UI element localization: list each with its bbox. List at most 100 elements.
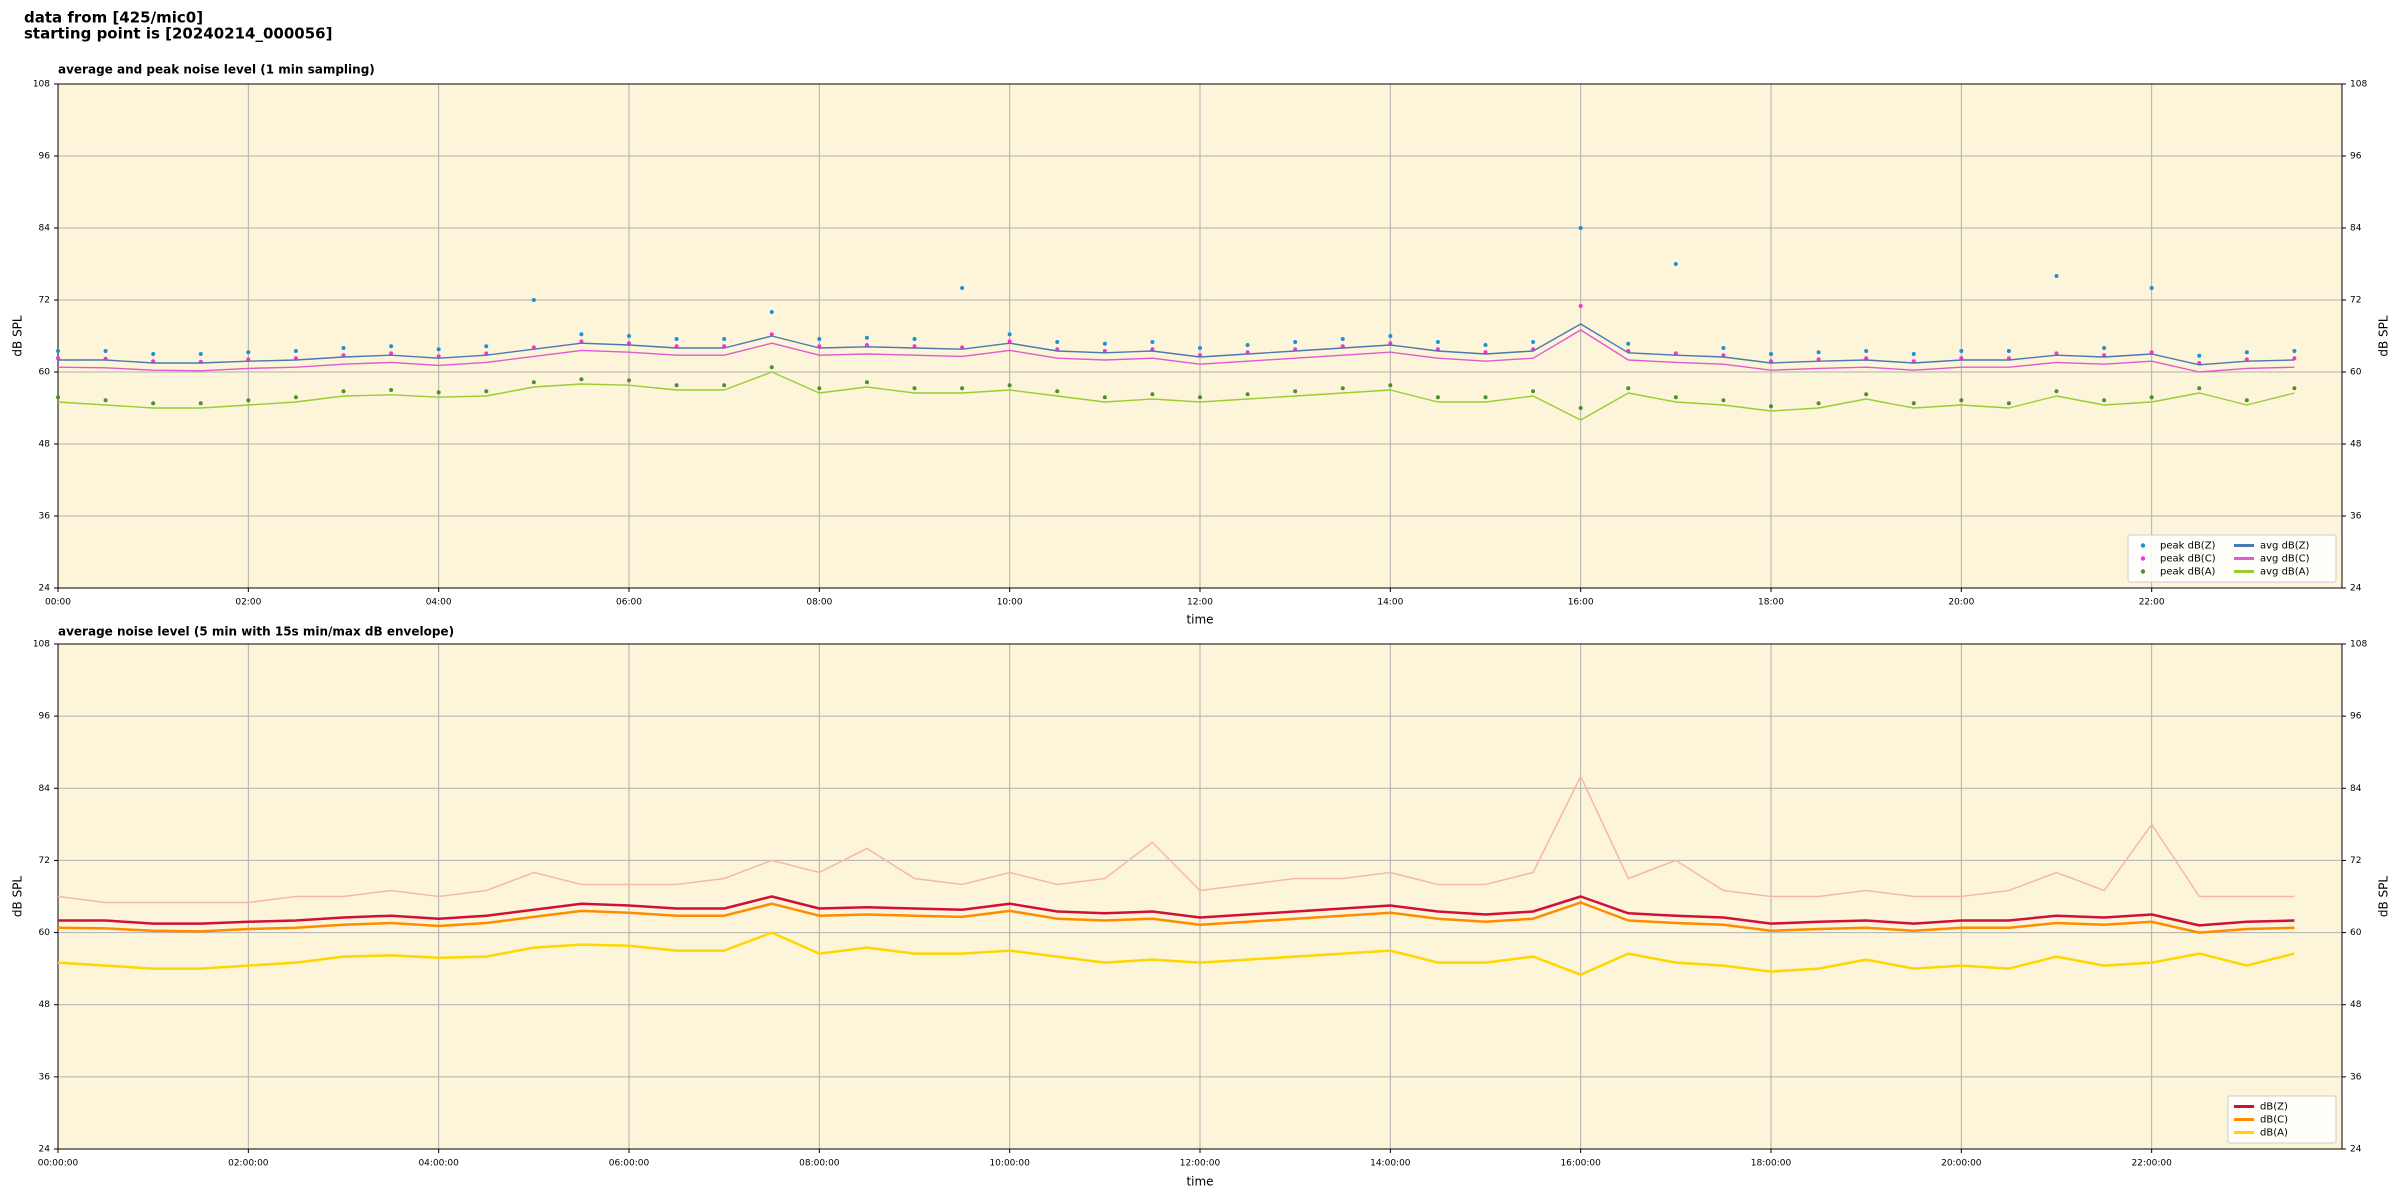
y-axis-label: dB SPL — [2377, 876, 2391, 918]
y-tick-label: 48 — [39, 1000, 51, 1010]
peak-point — [1198, 395, 1202, 400]
peak-point — [579, 332, 584, 337]
y-tick-label: 60 — [39, 368, 51, 378]
y-tick-label: 84 — [2350, 784, 2362, 794]
peak-point — [2102, 398, 2107, 403]
y-tick-label: 84 — [39, 224, 51, 234]
x-tick-label: 14:00:00 — [1370, 1159, 1411, 1169]
y-tick-label: 36 — [2350, 512, 2362, 522]
x-tick-label: 22:00:00 — [2131, 1159, 2172, 1169]
y-tick-label: 84 — [2350, 224, 2362, 234]
peak-point — [1911, 359, 1916, 364]
peak-point — [389, 351, 394, 356]
peak-point — [484, 389, 489, 394]
peak-point — [769, 310, 774, 314]
legend-label: dB(A) — [2260, 1128, 2288, 1139]
x-tick-label: 06:00 — [616, 598, 642, 608]
peak-point — [1198, 346, 1202, 350]
peak-point — [1864, 392, 1869, 397]
peak-point — [2006, 349, 2011, 353]
legend-label: peak dB(C) — [2160, 554, 2216, 565]
peak-point — [2149, 350, 2154, 355]
peak-point — [2197, 353, 2202, 358]
peak-point — [1055, 389, 1060, 394]
peak-point — [2149, 286, 2154, 290]
peak-point — [864, 380, 869, 385]
peak-point — [1007, 383, 1012, 388]
peak-point — [1531, 340, 1536, 344]
peak-point — [579, 377, 584, 382]
peak-point — [2244, 357, 2249, 362]
legend-marker — [2140, 543, 2146, 548]
peak-point — [1055, 340, 1060, 344]
legend-label: avg dB(A) — [2260, 567, 2310, 578]
peak-point — [341, 353, 346, 358]
peak-point — [1864, 356, 1869, 361]
peak-point — [341, 389, 346, 394]
chart-title: average and peak noise level (1 min samp… — [58, 63, 375, 77]
peak-point — [1721, 353, 1726, 358]
y-tick-label: 108 — [33, 80, 50, 90]
peak-point — [1721, 398, 1726, 403]
peak-point — [1102, 341, 1107, 346]
peak-point — [2054, 274, 2059, 278]
y-tick-label: 24 — [39, 584, 51, 594]
peak-point — [2054, 351, 2059, 356]
peak-point — [2244, 350, 2249, 355]
legend-label: avg dB(Z) — [2260, 541, 2310, 552]
peak-point — [1293, 347, 1298, 352]
y-tick-label: 108 — [2350, 80, 2367, 90]
peak-point — [1007, 339, 1012, 344]
peak-point — [1673, 262, 1678, 266]
series-line — [57, 329, 2295, 373]
peak-point — [1673, 351, 1678, 356]
x-axis-label: time — [1186, 613, 1213, 627]
peak-point — [627, 334, 631, 338]
peak-point — [531, 298, 536, 302]
y-tick-label: 24 — [2350, 584, 2362, 594]
peak-point — [246, 398, 251, 403]
legend-marker — [2140, 569, 2146, 574]
legend-marker — [2140, 556, 2146, 561]
peak-point — [2244, 398, 2249, 403]
y-tick-label: 60 — [2350, 928, 2362, 938]
x-tick-label: 12:00:00 — [1180, 1159, 1221, 1169]
chart: 24 24 36 36 48 48 60 60 72 72 84 84 96 96 108 108 00:00:… — [11, 625, 2391, 1189]
peak-point — [1769, 404, 1773, 409]
peak-point — [1245, 392, 1250, 397]
y-tick-label: 60 — [39, 928, 51, 938]
peak-point — [1150, 347, 1155, 352]
peak-point — [293, 395, 298, 400]
peak-point — [341, 346, 346, 350]
peak-point — [1102, 395, 1107, 400]
peak-point — [293, 356, 298, 361]
series-line — [57, 371, 2295, 421]
peak-point — [2292, 349, 2297, 353]
y-tick-label: 84 — [39, 784, 51, 794]
envelope-max — [57, 774, 2295, 904]
peak-point — [198, 352, 203, 356]
peak-point — [1483, 343, 1488, 347]
peak-point — [1626, 386, 1631, 391]
peak-point — [1626, 341, 1631, 346]
y-tick-label: 24 — [39, 1145, 51, 1155]
peak-point — [246, 357, 251, 362]
legend-label: peak dB(A) — [2160, 567, 2216, 578]
peak-point — [1483, 395, 1488, 400]
y-tick-label: 108 — [33, 640, 50, 650]
peak-point — [56, 395, 60, 400]
legend-label: avg dB(C) — [2260, 554, 2310, 565]
peak-point — [1293, 389, 1298, 394]
peak-point — [1911, 352, 1916, 356]
peak-point — [1721, 346, 1726, 350]
peak-point — [627, 341, 631, 346]
peak-point — [2292, 356, 2297, 361]
legend-box — [2227, 1095, 2337, 1144]
y-tick-label: 96 — [2350, 712, 2362, 722]
x-tick-label: 08:00 — [806, 598, 832, 608]
x-tick-label: 10:00 — [997, 598, 1023, 608]
y-tick-label: 72 — [2350, 296, 2361, 306]
x-tick-label: 16:00 — [1568, 598, 1594, 608]
peak-point — [436, 390, 441, 395]
peak-point — [436, 347, 441, 352]
